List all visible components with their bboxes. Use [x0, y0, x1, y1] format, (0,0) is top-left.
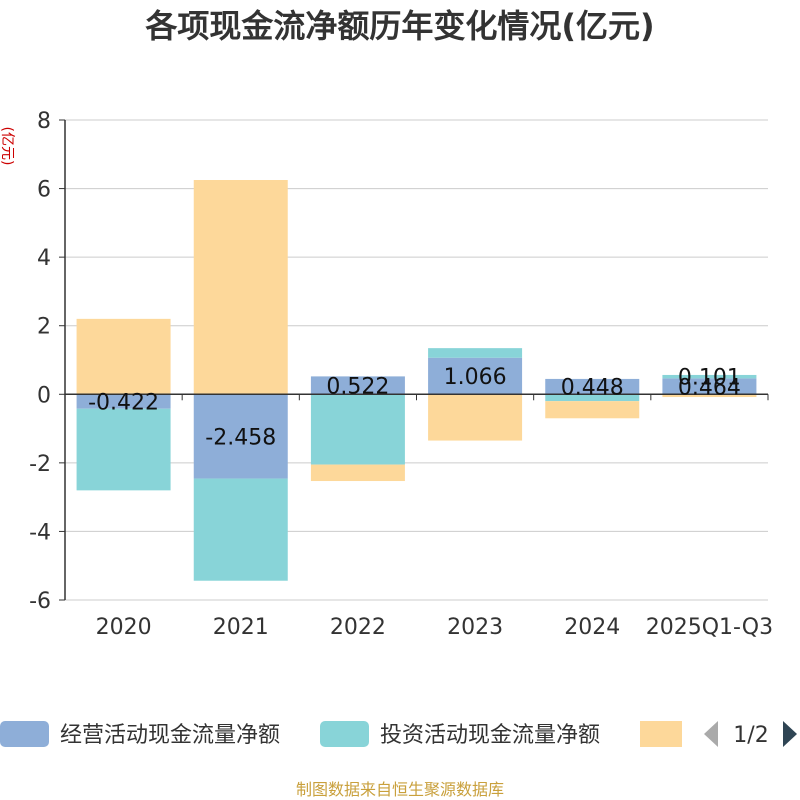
data-label: 0.522: [326, 374, 389, 399]
x-tick-label: 2024: [564, 615, 620, 640]
legend-prev-page-icon[interactable]: [704, 721, 718, 747]
bar-2-2020: [76, 408, 171, 491]
y-axis-unit-label: (亿元): [0, 127, 15, 166]
x-tick-label: 2020: [96, 615, 152, 640]
bar-3-2020: [76, 318, 171, 395]
source-note: 制图数据来自恒生聚源数据库: [296, 780, 504, 799]
data-label: 0.448: [561, 376, 624, 401]
x-tick-label: 2023: [447, 615, 503, 640]
data-label: 1.066: [444, 365, 507, 390]
bar-3-2021: [193, 180, 288, 395]
bar-3-2023: [428, 394, 523, 441]
y-tick-label: -6: [29, 589, 51, 614]
data-label: 0.464: [678, 375, 741, 400]
bar-3-2024: [545, 401, 640, 419]
bar-1-2021: [193, 394, 288, 479]
x-tick-label: 2025Q1-Q3: [646, 615, 773, 640]
legend-label-1: 经营活动现金流量净额: [60, 723, 280, 748]
tick-labels: -6 -4 -2 0 2 4 6 8 2020 2021 2022 2023 2024 2025Q1-Q3: [29, 109, 773, 640]
legend-swatch-3: [640, 721, 682, 747]
bar-3-2022: [310, 464, 405, 482]
legend-swatch-2: [320, 721, 369, 747]
bar-2-2022: [310, 394, 405, 465]
legend-next-page-icon[interactable]: [783, 721, 797, 747]
y-tick-label: -2: [29, 452, 51, 477]
y-tick-label: 8: [37, 109, 51, 134]
bar-1-2020: [76, 394, 171, 409]
bar-2-2024: [545, 394, 640, 402]
chart-title: 各项现金流净额历年变化情况(亿元): [145, 7, 654, 45]
y-tick-label: 2: [37, 315, 51, 340]
bar-3-2025Q1-Q3: [662, 394, 757, 398]
legend: 经营活动现金流量净额 投资活动现金流量净额 1/2: [0, 721, 797, 748]
x-tick-label: 2022: [330, 615, 386, 640]
bar-series: [76, 180, 757, 581]
data-label: -0.422: [88, 391, 159, 416]
data-label: -2.458: [205, 425, 276, 450]
grid-lines: [65, 119, 768, 601]
bar-2-2021: [193, 478, 288, 581]
bar-2-2025Q1-Q3: [662, 374, 757, 379]
y-tick-label: -4: [29, 520, 51, 545]
legend-page-indicator: 1/2: [733, 723, 768, 748]
legend-swatch-1: [0, 721, 49, 747]
bar-2-2023: [428, 348, 523, 358]
y-tick-label: 0: [37, 383, 51, 408]
bar-1-2023: [428, 357, 523, 395]
bar-1-2025Q1-Q3: [662, 378, 757, 395]
bar-1-2024: [545, 378, 640, 395]
x-tick-label: 2021: [213, 615, 269, 640]
y-tick-label: 4: [37, 246, 51, 271]
y-tick-label: 6: [37, 178, 51, 203]
axes: [59, 119, 769, 601]
data-label: 0.101: [678, 366, 741, 391]
bar-1-2022: [310, 376, 405, 395]
legend-label-2: 投资活动现金流量净额: [380, 723, 600, 748]
